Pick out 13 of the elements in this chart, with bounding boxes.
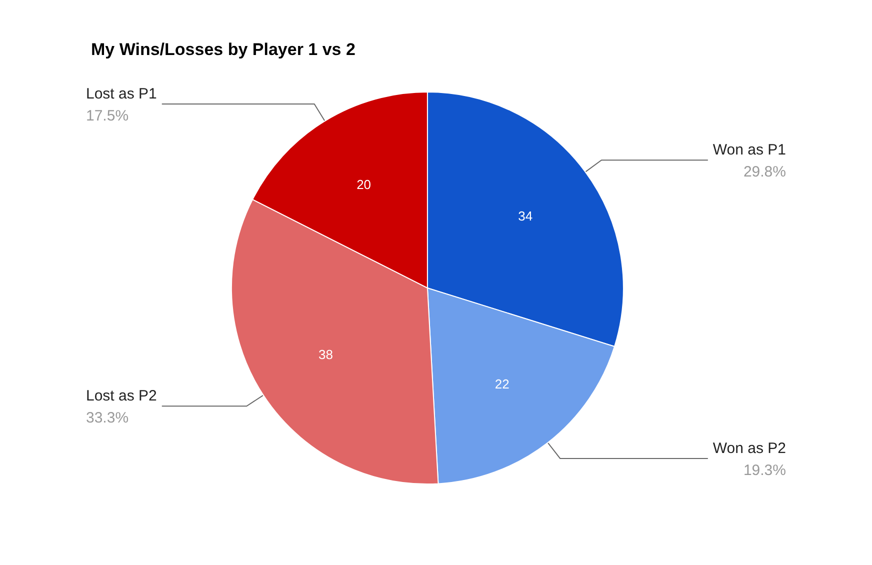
- data-label: 20: [356, 176, 372, 192]
- slice-label: Won as P1: [712, 142, 786, 159]
- chart-title: My Wins/Losses by Player 1 vs 2: [91, 40, 356, 59]
- text: 19.3%: [743, 462, 786, 479]
- data-label: 38: [318, 346, 333, 362]
- slice-label: Lost as P1: [86, 85, 157, 102]
- data-label: 34: [518, 208, 533, 224]
- text: 29.8%: [743, 164, 786, 181]
- text: 17.5%: [86, 107, 129, 124]
- data-label: 22: [494, 376, 510, 392]
- slice-label: Lost as P2: [86, 388, 157, 405]
- text: 33.3%: [86, 410, 129, 427]
- slice-label: Won as P2: [712, 440, 786, 457]
